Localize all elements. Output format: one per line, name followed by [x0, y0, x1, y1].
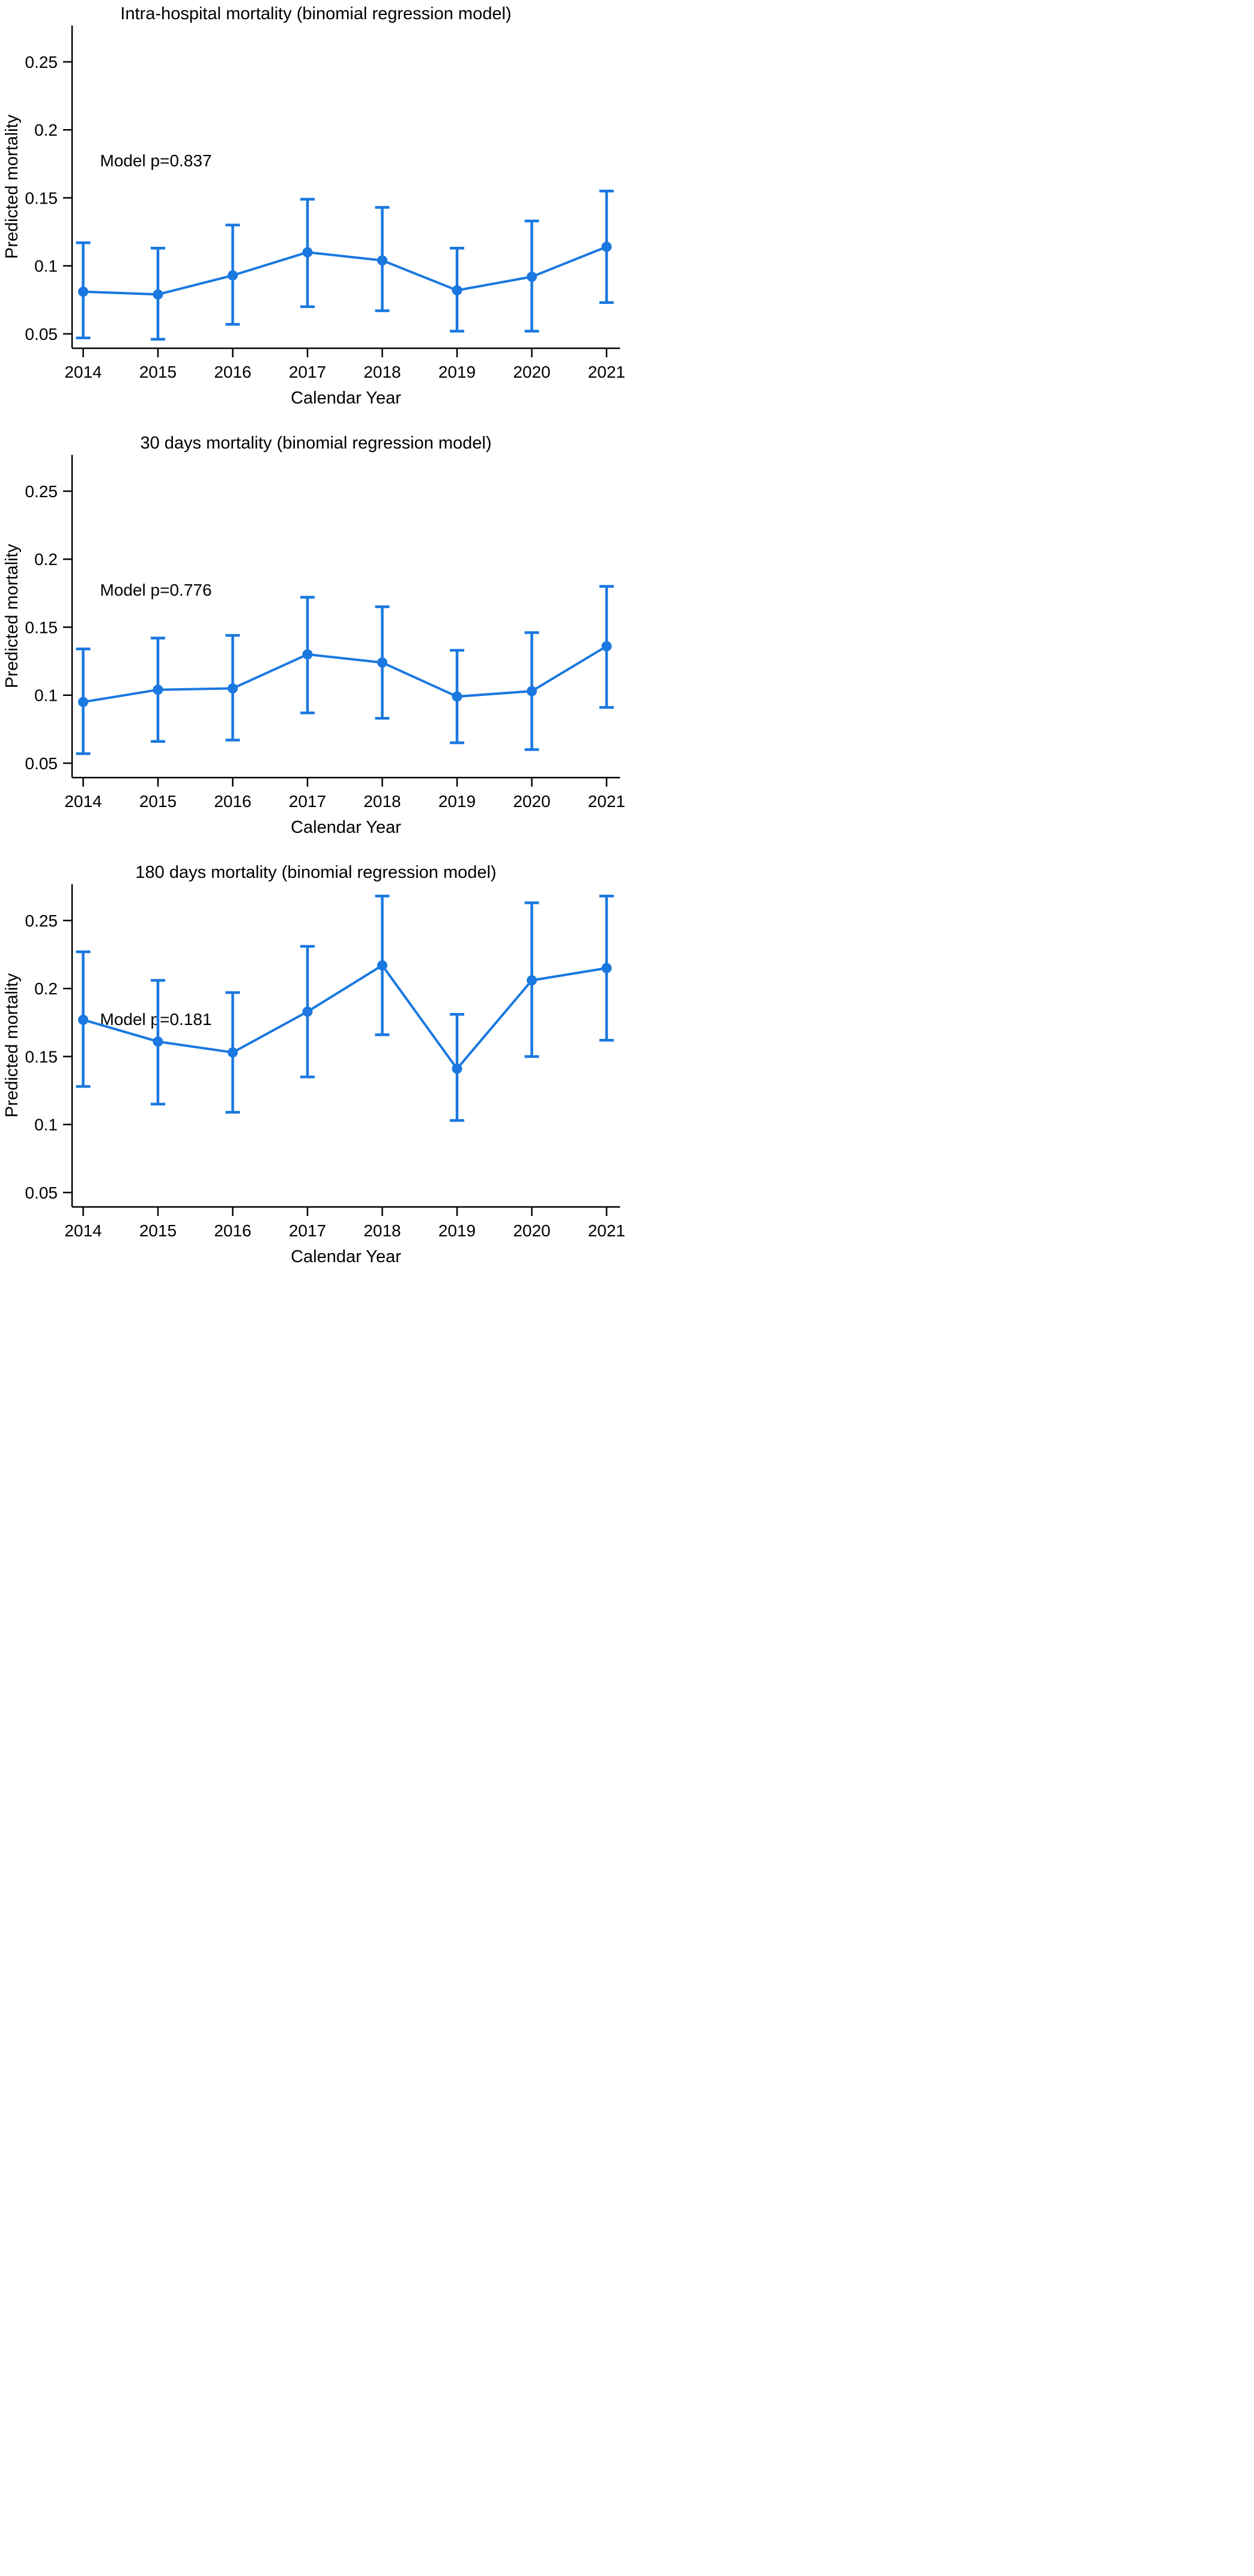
y-tick-label: 0.2: [34, 121, 58, 139]
data-point-marker: [78, 1014, 88, 1025]
data-point-marker: [302, 1006, 313, 1017]
x-tick-label: 2018: [363, 363, 401, 381]
x-tick-label: 2020: [513, 792, 550, 811]
y-tick-label: 0.05: [25, 325, 58, 343]
x-tick-label: 2016: [214, 1221, 251, 1240]
x-axis-title: Calendar Year: [291, 389, 401, 408]
y-tick-label: 0.25: [25, 912, 58, 930]
panel-title: 30 days mortality (binomial regression m…: [140, 434, 491, 453]
x-tick-label: 2018: [363, 792, 401, 811]
data-point-marker: [527, 975, 537, 986]
series-line: [83, 645, 608, 704]
y-axis-title: Predicted mortality: [2, 543, 22, 688]
data-point-marker: [302, 649, 313, 660]
data-point-marker: [601, 641, 612, 652]
data-point-marker: [452, 285, 462, 296]
model-p-annotation: Model p=0.776: [100, 581, 212, 599]
y-tick-label: 0.2: [34, 550, 58, 569]
model-p-annotation: Model p=0.181: [100, 1010, 212, 1029]
x-axis-title: Calendar Year: [291, 1247, 401, 1266]
30-days-mortality-chart: 0.25 0.2 0.15 0.1 0.05 2014 2015 2016 2017 2018 20…: [2, 434, 625, 837]
data-point-marker: [527, 686, 537, 697]
model-p-annotation: Model p=0.837: [100, 151, 212, 170]
data-point-marker: [601, 241, 612, 252]
y-tick-label: 0.2: [34, 979, 58, 998]
y-axis-title: Predicted mortality: [2, 114, 22, 259]
data-point-marker: [377, 255, 387, 266]
intra-hospital-mortality-chart: 0.25 0.2 0.15 0.1 0.05 2014 2015 2016 2017 2018 20…: [2, 4, 625, 408]
x-tick-label: 2015: [139, 1221, 177, 1240]
y-tick-label: 0.15: [25, 618, 58, 636]
data-point-marker: [377, 960, 387, 971]
x-tick-label: 2014: [64, 792, 101, 811]
x-tick-label: 2019: [438, 1221, 476, 1240]
x-tick-label: 2017: [289, 792, 326, 811]
data-point-marker: [377, 657, 387, 668]
y-tick-label: 0.1: [34, 257, 58, 276]
x-tick-label: 2020: [513, 1221, 550, 1240]
x-axis-title: Calendar Year: [291, 818, 401, 837]
x-tick-label: 2014: [64, 363, 101, 381]
x-tick-label: 2015: [139, 363, 177, 381]
y-tick-label: 0.05: [25, 754, 58, 773]
data-point-marker: [452, 1063, 462, 1074]
panel-title: 180 days mortality (binomial regression …: [135, 863, 496, 882]
x-tick-label: 2014: [64, 1221, 101, 1240]
data-point-marker: [302, 247, 313, 258]
x-tick-label: 2018: [363, 1221, 401, 1240]
x-tick-label: 2017: [289, 363, 326, 381]
x-tick-label: 2019: [438, 363, 476, 381]
data-point-marker: [153, 289, 163, 300]
x-tick-label: 2016: [214, 363, 251, 381]
x-tick-label: 2016: [214, 792, 251, 811]
data-point-marker: [527, 271, 537, 282]
y-tick-label: 0.15: [25, 189, 58, 207]
data-point-marker: [78, 697, 88, 707]
data-point-marker: [228, 270, 238, 281]
data-point-marker: [78, 286, 88, 297]
y-tick-label: 0.1: [34, 1116, 58, 1134]
panel-intra-hospital-mortality: 0.25 0.2 0.15 0.1 0.05 2014 2015 2016 2017 2018 20…: [0, 0, 627, 429]
x-tick-label: 2021: [588, 792, 625, 811]
series-line: [83, 246, 607, 296]
data-point-marker: [153, 1036, 163, 1047]
data-point-marker: [452, 691, 462, 702]
180-days-mortality-chart: 0.25 0.2 0.15 0.1 0.05 2014 2015 2016 2017 2018 20…: [2, 863, 625, 1266]
y-axis-title: Predicted mortality: [2, 973, 22, 1117]
x-tick-label: 2019: [438, 792, 476, 811]
data-point-marker: [228, 1047, 238, 1058]
x-tick-label: 2021: [588, 363, 625, 381]
y-tick-label: 0.05: [25, 1184, 58, 1202]
panel-title: Intra-hospital mortality (binomial regre…: [120, 4, 511, 23]
data-point-marker: [601, 963, 612, 973]
panel-30-days-mortality: 0.25 0.2 0.15 0.1 0.05 2014 2015 2016 2017 2018 20…: [0, 429, 627, 859]
data-point-marker: [228, 683, 238, 694]
x-tick-label: 2020: [513, 363, 550, 381]
data-point-marker: [153, 685, 163, 695]
x-tick-label: 2017: [289, 1221, 326, 1240]
panel-180-days-mortality: 0.25 0.2 0.15 0.1 0.05 2014 2015 2016 2017 2018 20…: [0, 859, 627, 1288]
y-tick-label: 0.25: [25, 482, 58, 501]
series-line: [82, 964, 607, 1070]
y-tick-label: 0.1: [34, 686, 58, 705]
x-tick-label: 2015: [139, 792, 177, 811]
mortality-figure-stack: 0.25 0.2 0.15 0.1 0.05 2014 2015 2016 2017 2018 20…: [0, 0, 627, 1288]
y-tick-label: 0.15: [25, 1047, 58, 1066]
x-tick-label: 2021: [588, 1221, 625, 1240]
y-tick-label: 0.25: [25, 53, 58, 71]
